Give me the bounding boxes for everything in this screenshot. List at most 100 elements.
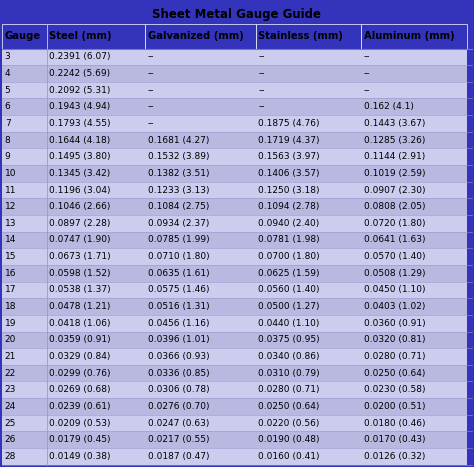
Text: --: -- <box>148 69 155 78</box>
Text: 0.0418 (1.06): 0.0418 (1.06) <box>49 318 111 328</box>
Bar <box>146 448 256 465</box>
Bar <box>2 382 47 398</box>
Text: 0.0310 (0.79): 0.0310 (0.79) <box>258 368 320 378</box>
Text: 0.1719 (4.37): 0.1719 (4.37) <box>258 135 319 145</box>
Text: 15: 15 <box>5 252 16 261</box>
Text: 0.0396 (1.01): 0.0396 (1.01) <box>148 335 210 344</box>
Text: 0.0598 (1.52): 0.0598 (1.52) <box>49 269 111 278</box>
Bar <box>361 398 467 415</box>
Bar <box>47 398 146 415</box>
Text: 0.0187 (0.47): 0.0187 (0.47) <box>148 452 210 461</box>
Text: 0.0575 (1.46): 0.0575 (1.46) <box>148 285 210 294</box>
Text: 22: 22 <box>5 368 16 378</box>
Bar <box>2 315 47 332</box>
Bar <box>146 398 256 415</box>
Text: 0.0250 (0.64): 0.0250 (0.64) <box>364 368 425 378</box>
Bar <box>256 248 361 265</box>
Text: 0.0230 (0.58): 0.0230 (0.58) <box>364 385 425 394</box>
Bar <box>361 99 467 115</box>
Bar <box>2 99 47 115</box>
Bar <box>47 82 146 99</box>
Bar <box>2 415 47 432</box>
Text: 0.0170 (0.43): 0.0170 (0.43) <box>364 435 425 444</box>
Bar <box>361 315 467 332</box>
Text: 0.1250 (3.18): 0.1250 (3.18) <box>258 185 319 195</box>
Bar <box>256 382 361 398</box>
Text: 20: 20 <box>5 335 16 344</box>
Bar <box>47 198 146 215</box>
Text: 0.0934 (2.37): 0.0934 (2.37) <box>148 219 209 228</box>
Text: 5: 5 <box>5 85 10 95</box>
Text: 0.0220 (0.56): 0.0220 (0.56) <box>258 418 319 428</box>
Bar <box>361 432 467 448</box>
Bar <box>2 198 47 215</box>
Bar <box>361 265 467 282</box>
Text: 0.0538 (1.37): 0.0538 (1.37) <box>49 285 111 294</box>
Text: 0.0366 (0.93): 0.0366 (0.93) <box>148 352 210 361</box>
Text: 24: 24 <box>5 402 16 411</box>
Bar <box>256 232 361 248</box>
Text: 26: 26 <box>5 435 16 444</box>
Text: 11: 11 <box>5 185 16 195</box>
Bar <box>2 282 47 298</box>
Bar <box>361 24 467 49</box>
Bar <box>146 332 256 348</box>
Text: 0.0179 (0.45): 0.0179 (0.45) <box>49 435 111 444</box>
Text: 10: 10 <box>5 169 16 178</box>
Text: --: -- <box>258 52 264 61</box>
Text: 21: 21 <box>5 352 16 361</box>
Bar <box>2 149 47 165</box>
Bar <box>361 365 467 382</box>
Text: 0.0478 (1.21): 0.0478 (1.21) <box>49 302 111 311</box>
Text: 0.0160 (0.41): 0.0160 (0.41) <box>258 452 319 461</box>
Bar <box>2 365 47 382</box>
Text: 0.0190 (0.48): 0.0190 (0.48) <box>258 435 319 444</box>
Text: 0.0641 (1.63): 0.0641 (1.63) <box>364 235 425 244</box>
Bar <box>47 332 146 348</box>
Text: 0.0276 (0.70): 0.0276 (0.70) <box>148 402 210 411</box>
Text: 0.1144 (2.91): 0.1144 (2.91) <box>364 152 425 161</box>
Text: Gauge: Gauge <box>5 31 41 42</box>
Bar <box>256 65 361 82</box>
Bar <box>361 448 467 465</box>
Bar <box>146 132 256 149</box>
Text: 0.0907 (2.30): 0.0907 (2.30) <box>364 185 425 195</box>
Text: 16: 16 <box>5 269 16 278</box>
Text: 18: 18 <box>5 302 16 311</box>
Text: 0.0747 (1.90): 0.0747 (1.90) <box>49 235 111 244</box>
Bar <box>146 415 256 432</box>
Text: Aluminum (mm): Aluminum (mm) <box>364 31 455 42</box>
Text: 0.0560 (1.40): 0.0560 (1.40) <box>258 285 319 294</box>
Text: 0.0700 (1.80): 0.0700 (1.80) <box>258 252 320 261</box>
Bar <box>146 215 256 232</box>
Bar <box>361 248 467 265</box>
Bar <box>361 198 467 215</box>
Bar <box>361 115 467 132</box>
Bar <box>256 348 361 365</box>
Bar <box>361 332 467 348</box>
Bar <box>361 132 467 149</box>
Text: 13: 13 <box>5 219 16 228</box>
Text: Steel (mm): Steel (mm) <box>49 31 112 42</box>
Bar <box>2 49 47 65</box>
Bar <box>146 49 256 65</box>
Bar <box>47 348 146 365</box>
Text: 0.0320 (0.81): 0.0320 (0.81) <box>364 335 425 344</box>
Text: --: -- <box>148 52 155 61</box>
Text: 0.1681 (4.27): 0.1681 (4.27) <box>148 135 209 145</box>
Bar <box>2 115 47 132</box>
Text: 0.1382 (3.51): 0.1382 (3.51) <box>148 169 210 178</box>
Text: 0.1196 (3.04): 0.1196 (3.04) <box>49 185 111 195</box>
Bar <box>47 282 146 298</box>
Text: 3: 3 <box>5 52 10 61</box>
Bar <box>47 448 146 465</box>
Bar <box>256 315 361 332</box>
Text: 23: 23 <box>5 385 16 394</box>
Text: 0.2242 (5.69): 0.2242 (5.69) <box>49 69 110 78</box>
Text: --: -- <box>364 69 370 78</box>
Text: 0.0440 (1.10): 0.0440 (1.10) <box>258 318 319 328</box>
Bar <box>146 432 256 448</box>
Bar <box>146 348 256 365</box>
Bar <box>256 282 361 298</box>
Text: 0.1345 (3.42): 0.1345 (3.42) <box>49 169 110 178</box>
